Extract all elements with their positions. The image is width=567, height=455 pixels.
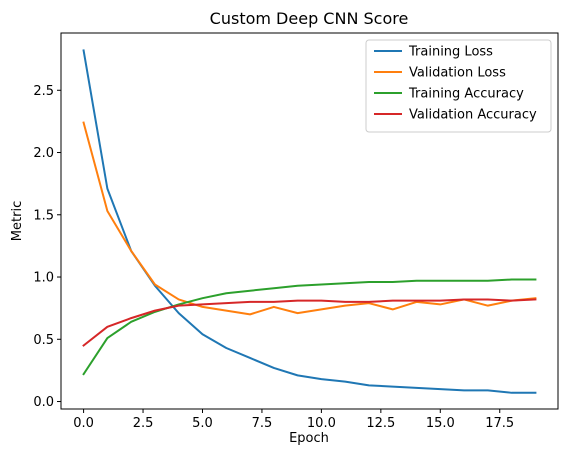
y-axis-label: Metric — [10, 201, 25, 241]
legend-label-validation-accuracy: Validation Accuracy — [409, 108, 537, 123]
y-tick-label: 1.5 — [33, 208, 54, 223]
x-axis-label: Epoch — [289, 431, 329, 446]
x-tick-label: 5.0 — [192, 416, 213, 431]
x-tick-label: 17.5 — [485, 416, 514, 431]
y-tick-label: 2.5 — [33, 84, 54, 99]
y-tick-label: 2.0 — [33, 146, 54, 161]
legend: Training Loss Validation Loss Training Acc… — [365, 39, 552, 133]
x-tick-label: 2.5 — [133, 416, 154, 431]
y-tick-label: 1.0 — [33, 271, 54, 286]
x-tick-label: 10.0 — [307, 416, 336, 431]
chart-title: Custom Deep CNN Score — [210, 9, 409, 28]
legend-label-training-accuracy: Training Accuracy — [408, 87, 524, 102]
y-axis: 0.0 0.5 1.0 1.5 2.0 2.5 — [33, 84, 61, 410]
x-tick-label: 0.0 — [73, 416, 94, 431]
legend-label-validation-loss: Validation Loss — [409, 66, 506, 81]
x-tick-label: 15.0 — [426, 416, 455, 431]
legend-box — [365, 39, 552, 133]
plot-area — [82, 49, 537, 394]
x-axis: 0.0 2.5 5.0 7.5 10.0 12.5 15.0 17.5 — [73, 409, 514, 431]
y-tick-label: 0.0 — [33, 395, 54, 410]
legend-label-training-loss: Training Loss — [408, 45, 493, 60]
x-tick-label: 12.5 — [366, 416, 395, 431]
x-tick-label: 7.5 — [252, 416, 273, 431]
series-line-training-loss — [82, 49, 537, 394]
y-tick-label: 0.5 — [33, 333, 54, 348]
axes-frame — [60, 32, 559, 410]
series-line-validation-accuracy — [82, 298, 537, 347]
